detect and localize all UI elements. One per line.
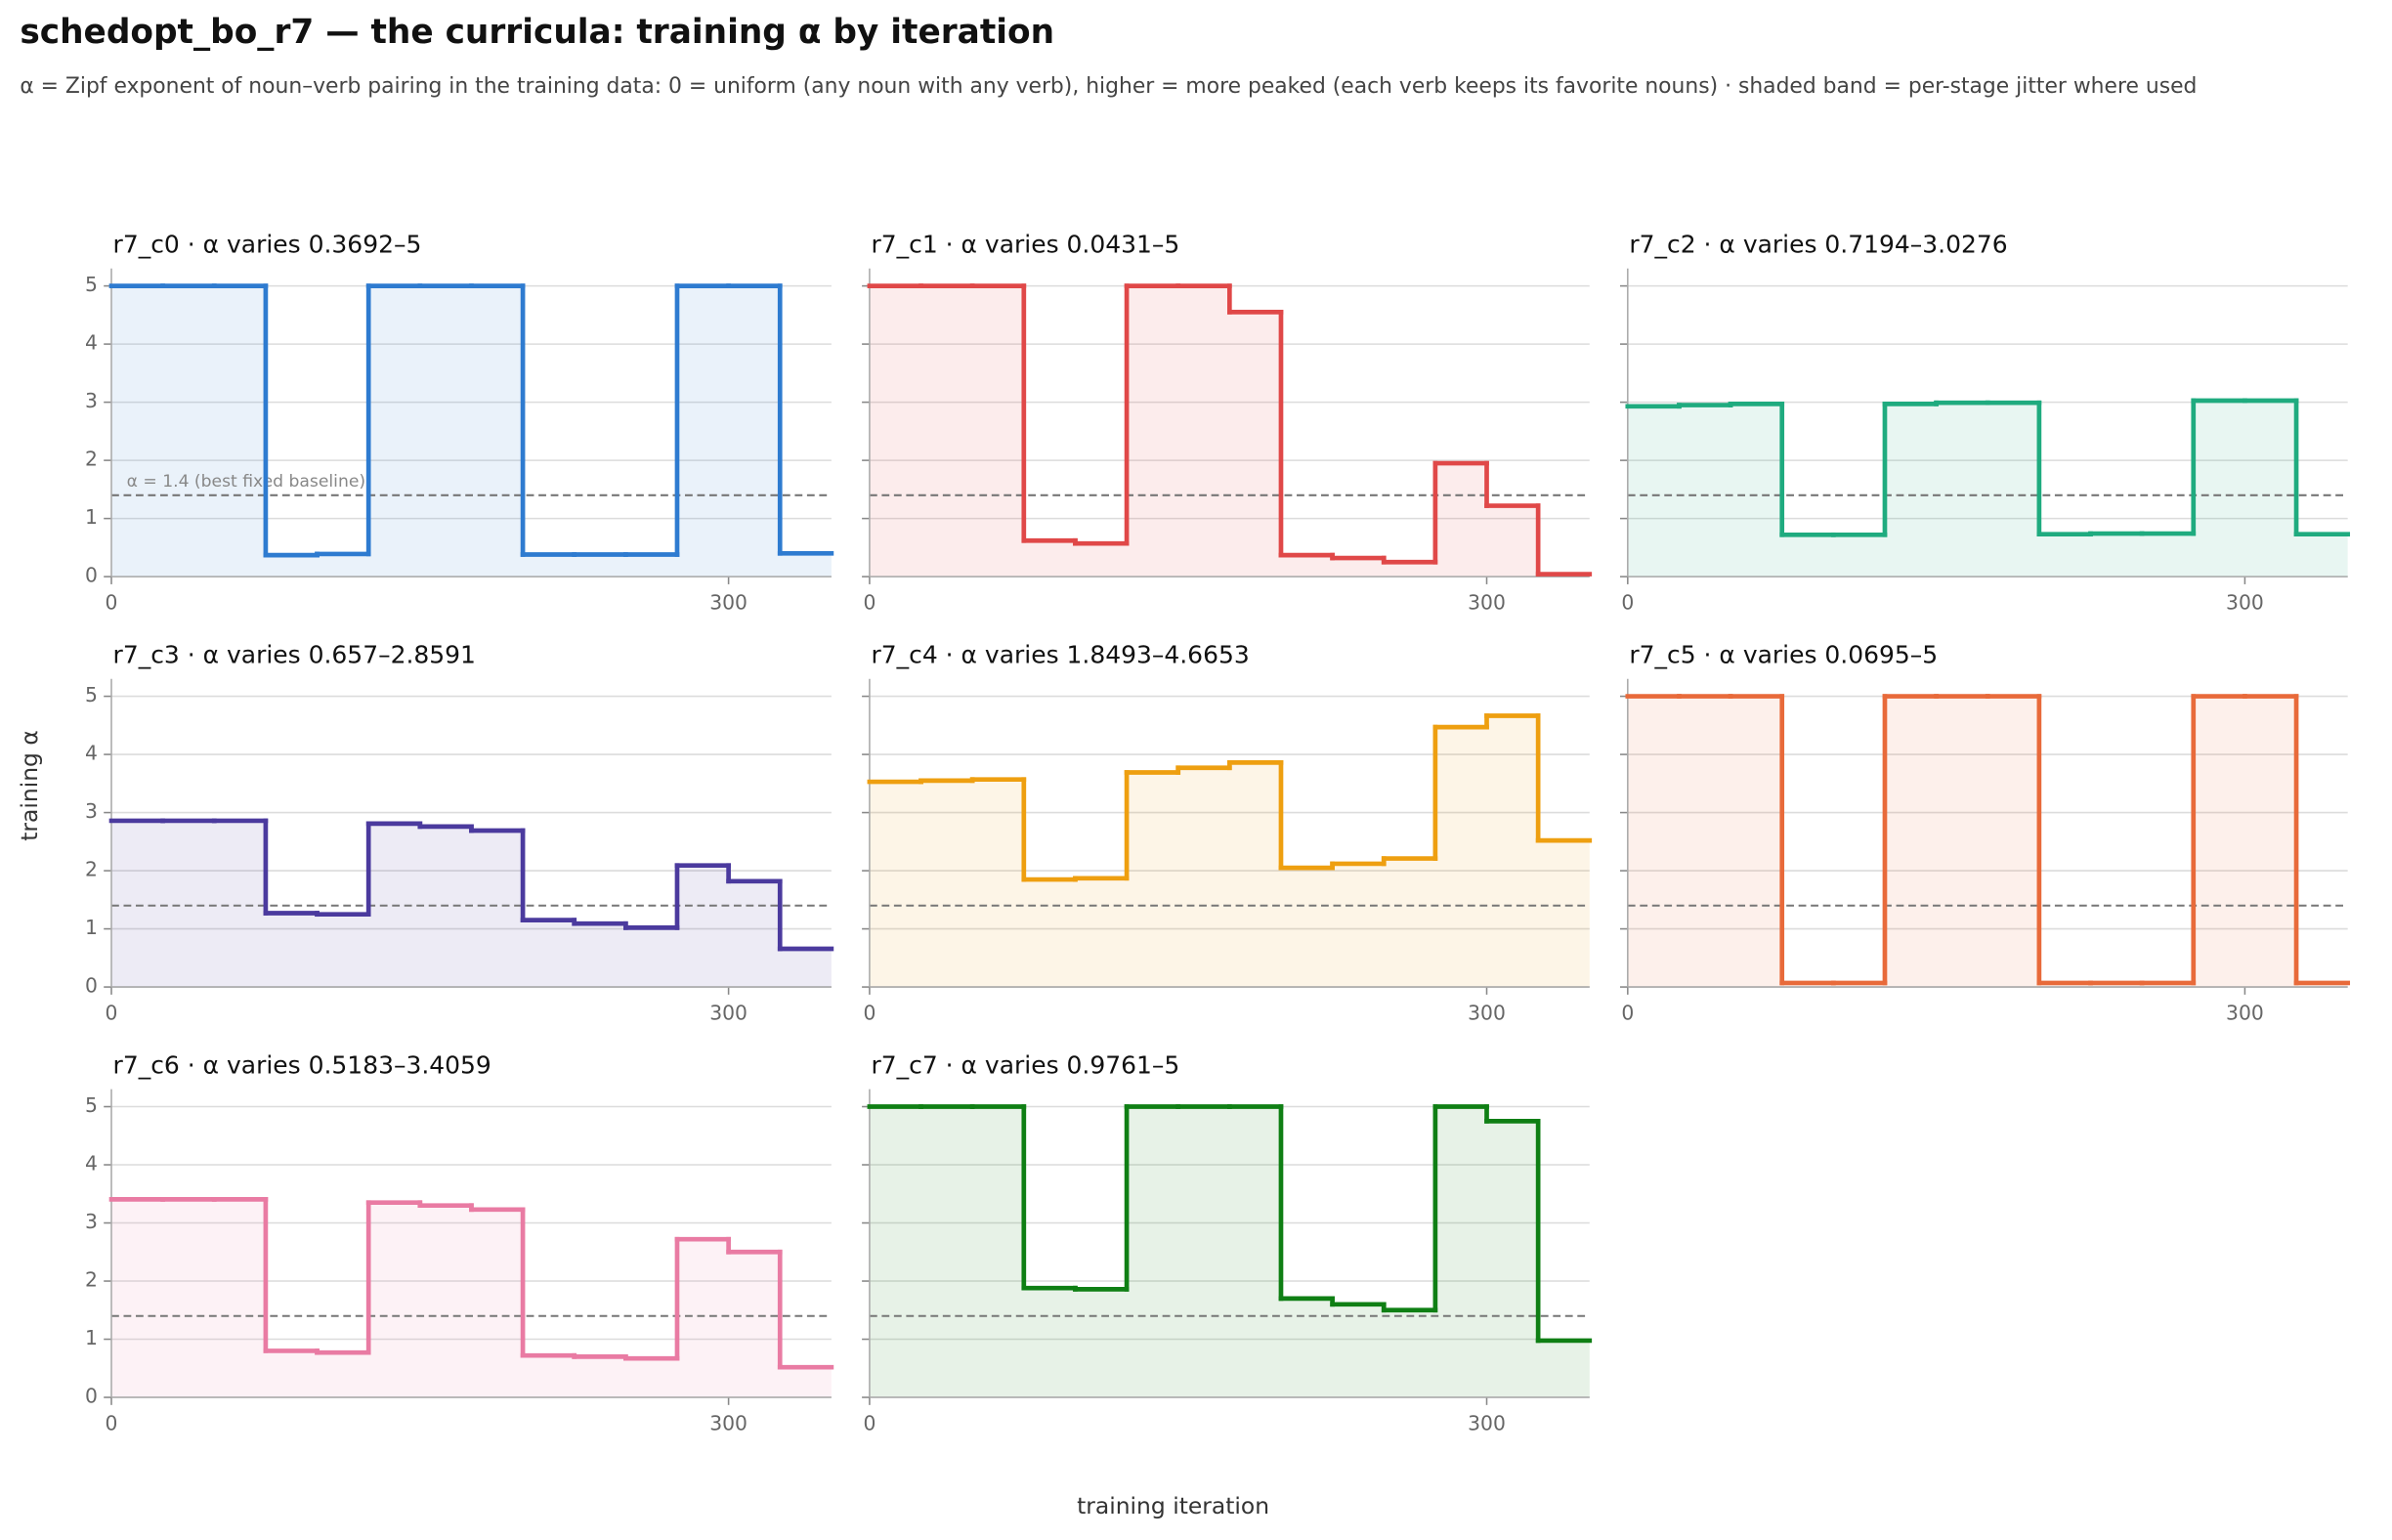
panel: r7_c2 · α varies 0.7194–3.0276 0 300 bbox=[1620, 230, 2351, 615]
y-tick-label: 5 bbox=[85, 273, 98, 296]
area-fill bbox=[869, 715, 1590, 988]
y-tick-label: 3 bbox=[85, 799, 98, 823]
panel-title: r7_c7 · α varies 0.9761–5 bbox=[871, 1050, 1179, 1079]
x-tick-label: 0 bbox=[106, 1002, 118, 1025]
x-tick-label: 300 bbox=[2226, 591, 2264, 615]
panel-title: r7_c5 · α varies 0.0695–5 bbox=[1629, 640, 1938, 668]
panel-title: r7_c3 · α varies 0.657–2.8591 bbox=[113, 640, 476, 668]
figure-title: schedopt_bo_r7 — the curricula: training… bbox=[20, 13, 1054, 52]
x-tick-label: 0 bbox=[863, 1002, 876, 1025]
y-tick-label: 0 bbox=[85, 564, 98, 587]
y-tick-label: 5 bbox=[85, 683, 98, 706]
area-fill bbox=[1627, 696, 2348, 988]
x-tick-label: 0 bbox=[106, 1412, 118, 1435]
y-tick-label: 0 bbox=[85, 1385, 98, 1408]
x-tick-label: 300 bbox=[709, 1412, 748, 1435]
x-tick-label: 300 bbox=[1468, 1412, 1506, 1435]
y-tick-label: 0 bbox=[85, 974, 98, 998]
area-fill bbox=[111, 285, 832, 578]
x-tick-label: 300 bbox=[709, 591, 748, 615]
y-tick-label: 4 bbox=[85, 1152, 98, 1176]
panel: r7_c3 · α varies 0.657–2.8591 0 1 2 3 4 5 0 300 bbox=[85, 640, 834, 1025]
panel: r7_c6 · α varies 0.5183–3.4059 0 1 2 3 4 5 0 300 bbox=[85, 1050, 834, 1435]
figure-subtitle: α = Zipf exponent of noun–verb pairing i… bbox=[20, 74, 2197, 99]
x-tick-label: 0 bbox=[106, 591, 118, 615]
panel: r7_c0 · α varies 0.3692–5 0 1 2 3 4 5 0 300 α = 1… bbox=[85, 230, 834, 615]
x-tick-label: 0 bbox=[863, 591, 876, 615]
y-tick-label: 5 bbox=[85, 1093, 98, 1117]
y-tick-label: 2 bbox=[85, 1268, 98, 1292]
panel-title: r7_c6 · α varies 0.5183–3.4059 bbox=[113, 1050, 491, 1079]
x-axis-label: training iteration bbox=[1077, 1492, 1269, 1519]
panel: r7_c5 · α varies 0.0695–5 0 300 bbox=[1620, 640, 2351, 1025]
x-tick-label: 0 bbox=[1621, 1002, 1634, 1025]
x-tick-label: 300 bbox=[709, 1002, 748, 1025]
x-tick-label: 0 bbox=[1621, 591, 1634, 615]
y-axis-label: training α bbox=[16, 730, 43, 841]
y-tick-label: 3 bbox=[85, 389, 98, 412]
y-tick-label: 2 bbox=[85, 448, 98, 471]
y-tick-label: 2 bbox=[85, 858, 98, 881]
area-fill bbox=[869, 285, 1590, 578]
x-tick-label: 300 bbox=[1468, 1002, 1506, 1025]
panel-title: r7_c1 · α varies 0.0431–5 bbox=[871, 230, 1179, 258]
panel: r7_c1 · α varies 0.0431–5 0 300 bbox=[862, 230, 1593, 615]
area-fill bbox=[111, 820, 832, 988]
reference-annotation: α = 1.4 (best fixed baseline) bbox=[127, 472, 365, 492]
panel: r7_c7 · α varies 0.9761–5 0 300 bbox=[862, 1050, 1593, 1435]
y-tick-label: 3 bbox=[85, 1210, 98, 1233]
y-tick-label: 1 bbox=[85, 505, 98, 529]
y-tick-label: 1 bbox=[85, 916, 98, 939]
panel-title: r7_c0 · α varies 0.3692–5 bbox=[113, 230, 422, 258]
area-fill bbox=[1627, 400, 2348, 578]
y-tick-label: 1 bbox=[85, 1326, 98, 1349]
y-tick-label: 4 bbox=[85, 331, 98, 355]
panel-title: r7_c2 · α varies 0.7194–3.0276 bbox=[1629, 230, 2007, 258]
area-fill bbox=[869, 1106, 1590, 1398]
y-tick-label: 4 bbox=[85, 742, 98, 765]
area-fill bbox=[111, 1199, 832, 1398]
x-tick-label: 300 bbox=[2226, 1002, 2264, 1025]
x-tick-label: 0 bbox=[863, 1412, 876, 1435]
panel: r7_c4 · α varies 1.8493–4.6653 0 300 bbox=[862, 640, 1593, 1025]
panel-title: r7_c4 · α varies 1.8493–4.6653 bbox=[871, 640, 1249, 668]
x-tick-label: 300 bbox=[1468, 591, 1506, 615]
